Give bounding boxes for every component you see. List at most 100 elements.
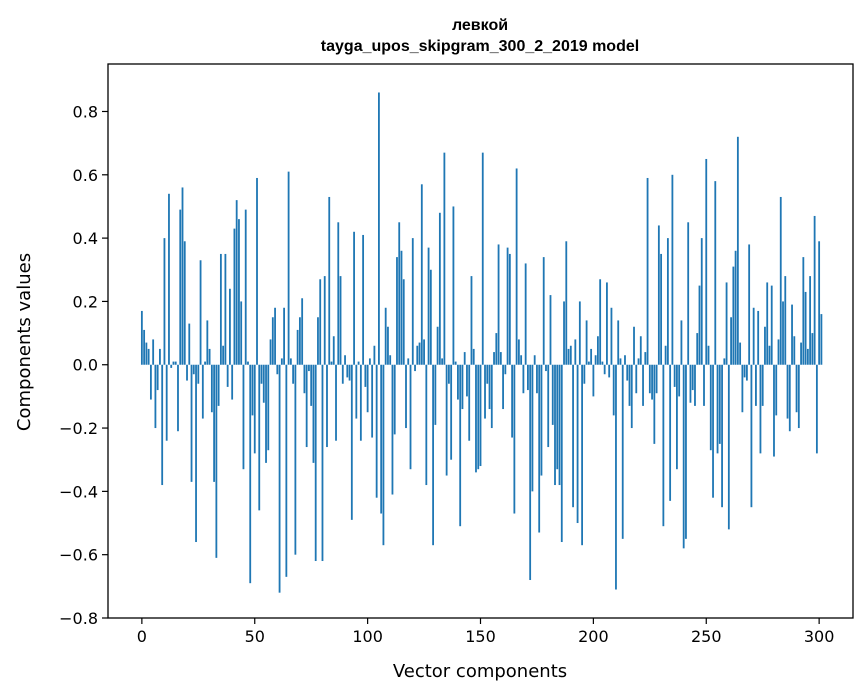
y-tick-label: −0.6 (59, 546, 98, 565)
x-tick-label: 0 (137, 627, 147, 646)
bar-25 (197, 364, 200, 384)
bar-232 (664, 345, 667, 365)
bar-276 (764, 326, 766, 365)
bar-75 (310, 364, 313, 406)
bar-63 (283, 307, 285, 365)
bar-67 (292, 364, 295, 384)
bar-96 (357, 361, 360, 365)
bar-38 (226, 364, 229, 387)
bar-21 (188, 323, 191, 365)
bar-170 (524, 263, 527, 365)
bar-280 (773, 364, 775, 457)
bar-223 (644, 352, 647, 365)
bar-299 (815, 364, 818, 454)
bar-71 (301, 298, 304, 365)
bar-15 (174, 361, 177, 365)
bar-247 (698, 285, 701, 365)
bar-251 (707, 345, 710, 365)
plot-frame (107, 63, 854, 619)
bar-144 (466, 364, 468, 397)
bar-192 (574, 339, 577, 365)
bar-116 (402, 279, 405, 365)
bar-124 (420, 184, 423, 365)
bar-246 (696, 333, 699, 365)
bar-206 (606, 282, 608, 365)
bar-81 (323, 276, 326, 365)
bar-161 (504, 364, 507, 375)
bar-77 (314, 364, 317, 562)
bar-294 (804, 291, 807, 365)
bar-180 (547, 364, 550, 448)
bar-199 (590, 348, 593, 365)
bar-172 (529, 364, 532, 581)
bar-123 (418, 342, 421, 365)
bar-5 (152, 339, 155, 365)
bar-277 (766, 282, 769, 365)
bar-297 (811, 333, 814, 365)
bar-61 (278, 364, 281, 593)
bar-260 (727, 364, 730, 530)
bar-34 (217, 364, 220, 406)
bar-228 (655, 364, 658, 394)
bar-227 (653, 364, 656, 444)
bar-271 (752, 307, 755, 365)
bar-70 (298, 317, 301, 365)
bar-230 (660, 253, 663, 365)
bar-157 (495, 333, 498, 365)
bar-222 (642, 364, 644, 406)
bar-226 (651, 364, 653, 400)
bar-290 (795, 364, 798, 413)
x-tick-label: 50 (245, 627, 265, 646)
bar-53 (260, 364, 263, 384)
bar-119 (409, 364, 412, 470)
bar-249 (703, 364, 705, 406)
bar-270 (750, 364, 753, 508)
bar-259 (725, 282, 728, 365)
bar-208 (610, 307, 613, 365)
bar-78 (317, 317, 319, 365)
bar-268 (745, 364, 748, 381)
bar-156 (493, 352, 495, 365)
bar-263 (734, 250, 737, 365)
bar-181 (549, 295, 552, 365)
bar-64 (285, 364, 288, 577)
bar-168 (520, 355, 523, 365)
bar-13 (170, 364, 173, 368)
bar-118 (407, 358, 410, 365)
bar-103 (373, 345, 376, 365)
bar-244 (691, 364, 694, 391)
bar-158 (497, 244, 500, 365)
bar-201 (594, 355, 597, 365)
bar-174 (533, 355, 536, 365)
bar-62 (280, 358, 283, 365)
bar-179 (545, 364, 547, 372)
bar-48 (249, 364, 252, 584)
bar-36 (222, 345, 225, 365)
bar-1 (143, 329, 146, 365)
bar-117 (405, 364, 407, 429)
bar-152 (484, 364, 486, 419)
bar-57 (269, 339, 272, 365)
bar-149 (477, 364, 480, 470)
bar-209 (612, 364, 615, 416)
bar-89 (341, 364, 344, 384)
bar-164 (511, 364, 514, 438)
bar-132 (438, 212, 441, 365)
bar-40 (231, 364, 234, 400)
x-tick-label: 200 (578, 627, 609, 646)
bar-56 (267, 364, 270, 451)
bar-234 (669, 364, 672, 501)
bar-58 (271, 317, 274, 365)
bar-108 (384, 307, 387, 365)
bar-10 (163, 238, 166, 365)
bar-279 (770, 285, 773, 365)
bar-60 (276, 364, 279, 375)
bar-44 (240, 301, 243, 365)
bar-46 (244, 209, 247, 365)
bar-9 (161, 364, 164, 486)
bar-16 (177, 364, 179, 432)
bar-236 (673, 364, 676, 387)
bar-31 (210, 364, 213, 413)
bar-76 (312, 364, 315, 463)
bar-255 (716, 364, 719, 454)
